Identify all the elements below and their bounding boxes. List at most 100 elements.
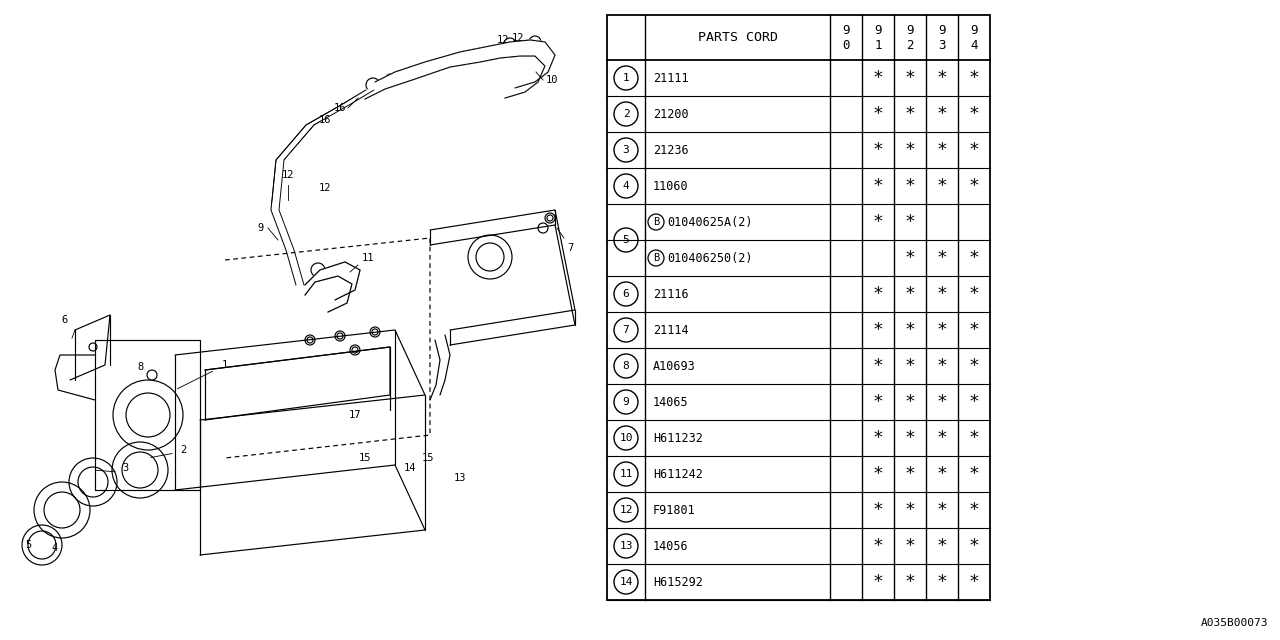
Text: 6: 6 — [61, 315, 68, 325]
Text: *: * — [969, 393, 979, 411]
Polygon shape — [305, 262, 360, 312]
Text: *: * — [905, 537, 915, 555]
Text: *: * — [937, 537, 947, 555]
Text: *: * — [969, 501, 979, 519]
Text: *: * — [873, 213, 883, 231]
Text: F91801: F91801 — [653, 504, 696, 516]
Text: 9: 9 — [970, 24, 978, 37]
Text: 21111: 21111 — [653, 72, 689, 84]
Text: *: * — [937, 321, 947, 339]
Text: B: B — [653, 217, 659, 227]
Text: *: * — [905, 393, 915, 411]
Text: *: * — [937, 285, 947, 303]
Text: 12: 12 — [620, 505, 632, 515]
Text: *: * — [905, 573, 915, 591]
Text: 2: 2 — [180, 445, 186, 455]
Text: 11: 11 — [620, 469, 632, 479]
Text: 14056: 14056 — [653, 540, 689, 552]
Text: *: * — [969, 429, 979, 447]
Text: 010406250(2): 010406250(2) — [667, 252, 753, 264]
Circle shape — [387, 74, 394, 82]
Text: B: B — [653, 253, 659, 263]
Text: *: * — [937, 393, 947, 411]
Text: *: * — [905, 465, 915, 483]
Circle shape — [90, 343, 97, 351]
Text: 10: 10 — [545, 75, 558, 85]
Text: *: * — [905, 429, 915, 447]
Text: *: * — [969, 69, 979, 87]
Text: 4: 4 — [52, 543, 58, 553]
Text: 2: 2 — [906, 39, 914, 52]
Text: *: * — [969, 141, 979, 159]
Text: 3: 3 — [938, 39, 946, 52]
Text: *: * — [969, 321, 979, 339]
Text: *: * — [969, 285, 979, 303]
Text: 8: 8 — [622, 361, 630, 371]
Text: 9: 9 — [938, 24, 946, 37]
Text: *: * — [873, 573, 883, 591]
Text: 21236: 21236 — [653, 143, 689, 157]
Text: PARTS CORD: PARTS CORD — [698, 31, 777, 44]
Text: 12: 12 — [497, 35, 509, 45]
Text: *: * — [905, 357, 915, 375]
Text: *: * — [873, 357, 883, 375]
Polygon shape — [271, 90, 374, 285]
Text: *: * — [937, 249, 947, 267]
Text: A10693: A10693 — [653, 360, 696, 372]
Text: 15: 15 — [358, 453, 371, 463]
Text: *: * — [873, 537, 883, 555]
Text: 15: 15 — [421, 453, 434, 463]
Text: 6: 6 — [622, 289, 630, 299]
Text: 16: 16 — [334, 103, 347, 113]
Text: 8: 8 — [137, 362, 143, 372]
Text: 12: 12 — [282, 170, 294, 180]
Text: H615292: H615292 — [653, 575, 703, 589]
Text: *: * — [969, 465, 979, 483]
Text: 5: 5 — [24, 540, 31, 550]
Text: 2: 2 — [622, 109, 630, 119]
Text: *: * — [873, 501, 883, 519]
Text: 14: 14 — [620, 577, 632, 587]
Polygon shape — [365, 40, 556, 99]
Text: *: * — [905, 249, 915, 267]
Text: *: * — [905, 213, 915, 231]
Text: 9: 9 — [622, 397, 630, 407]
Text: *: * — [937, 177, 947, 195]
Text: 01040625A(2): 01040625A(2) — [667, 216, 753, 228]
Text: 11: 11 — [362, 253, 374, 263]
Circle shape — [147, 370, 157, 380]
Text: 9: 9 — [906, 24, 914, 37]
Text: *: * — [873, 321, 883, 339]
Text: 14065: 14065 — [653, 396, 689, 408]
Text: *: * — [873, 177, 883, 195]
Text: *: * — [969, 357, 979, 375]
Text: *: * — [905, 501, 915, 519]
Text: 1: 1 — [221, 360, 228, 370]
Text: 16: 16 — [319, 115, 332, 125]
Text: H611242: H611242 — [653, 467, 703, 481]
Text: 4: 4 — [622, 181, 630, 191]
Text: A035B00073: A035B00073 — [1201, 618, 1268, 628]
Text: *: * — [937, 105, 947, 123]
Text: 10: 10 — [620, 433, 632, 443]
Text: *: * — [969, 105, 979, 123]
Text: *: * — [873, 285, 883, 303]
Text: 9: 9 — [257, 223, 264, 233]
Text: *: * — [873, 393, 883, 411]
Text: *: * — [905, 177, 915, 195]
Text: 21200: 21200 — [653, 108, 689, 120]
Text: 4: 4 — [970, 39, 978, 52]
Text: 1: 1 — [874, 39, 882, 52]
Text: *: * — [937, 141, 947, 159]
Circle shape — [305, 335, 315, 345]
Text: 17: 17 — [348, 410, 361, 420]
Text: *: * — [873, 465, 883, 483]
Text: 9: 9 — [842, 24, 850, 37]
Text: *: * — [905, 321, 915, 339]
Text: 0: 0 — [842, 39, 850, 52]
Text: 7: 7 — [567, 243, 573, 253]
Text: 1: 1 — [622, 73, 630, 83]
Text: 5: 5 — [622, 235, 630, 245]
Text: *: * — [937, 573, 947, 591]
Text: *: * — [937, 465, 947, 483]
